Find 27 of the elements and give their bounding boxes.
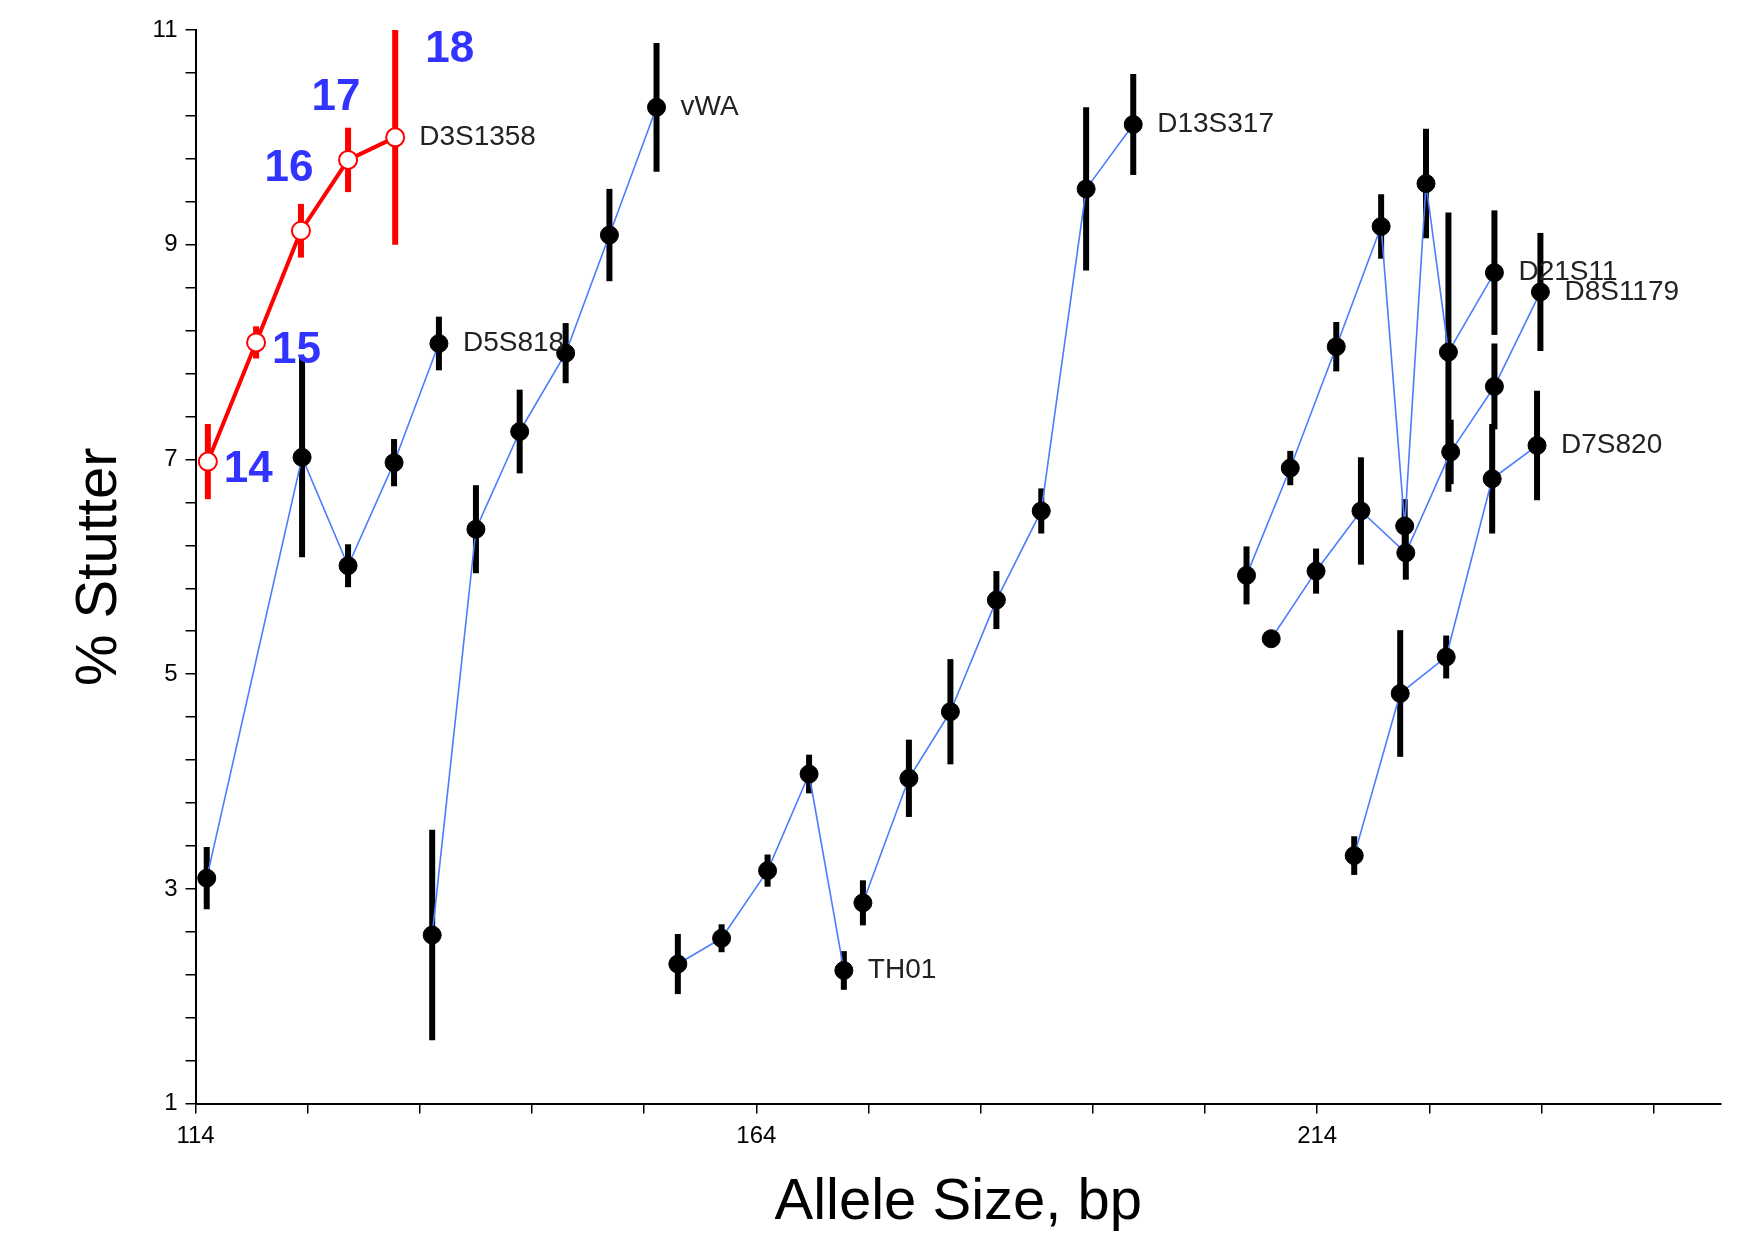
y-axis-title: % Stutter: [62, 447, 128, 687]
point: [338, 149, 359, 170]
y-tick-label: 3: [164, 873, 178, 901]
point: [246, 332, 267, 353]
point: [197, 451, 218, 472]
annotation: 17: [311, 70, 361, 120]
series-label: D5S818: [462, 326, 565, 358]
x-tick-label: 214: [1297, 1120, 1338, 1148]
y-tick-label: 1: [164, 1088, 178, 1116]
series-label: vWA: [680, 90, 739, 122]
annotation: 15: [272, 322, 322, 372]
y-tick-label: 7: [164, 444, 178, 472]
series-label: D3S1358: [419, 120, 536, 152]
x-tick-label: 114: [176, 1120, 215, 1148]
series-label: D13S317: [1157, 107, 1274, 139]
point: [385, 127, 406, 148]
point: [290, 220, 311, 241]
x-tick-label: 164: [736, 1120, 777, 1148]
annotation: 14: [223, 441, 274, 491]
x-axis-title: Allele Size, bp: [774, 1166, 1143, 1232]
series-label: TH01: [867, 953, 937, 985]
y-tick-label: 5: [164, 658, 178, 686]
y-tick-label: 9: [164, 229, 178, 257]
series-label: D7S820: [1561, 428, 1663, 460]
annotation: 16: [264, 140, 314, 190]
y-tick-label: 11: [152, 14, 178, 42]
annotation: 18: [425, 22, 475, 72]
